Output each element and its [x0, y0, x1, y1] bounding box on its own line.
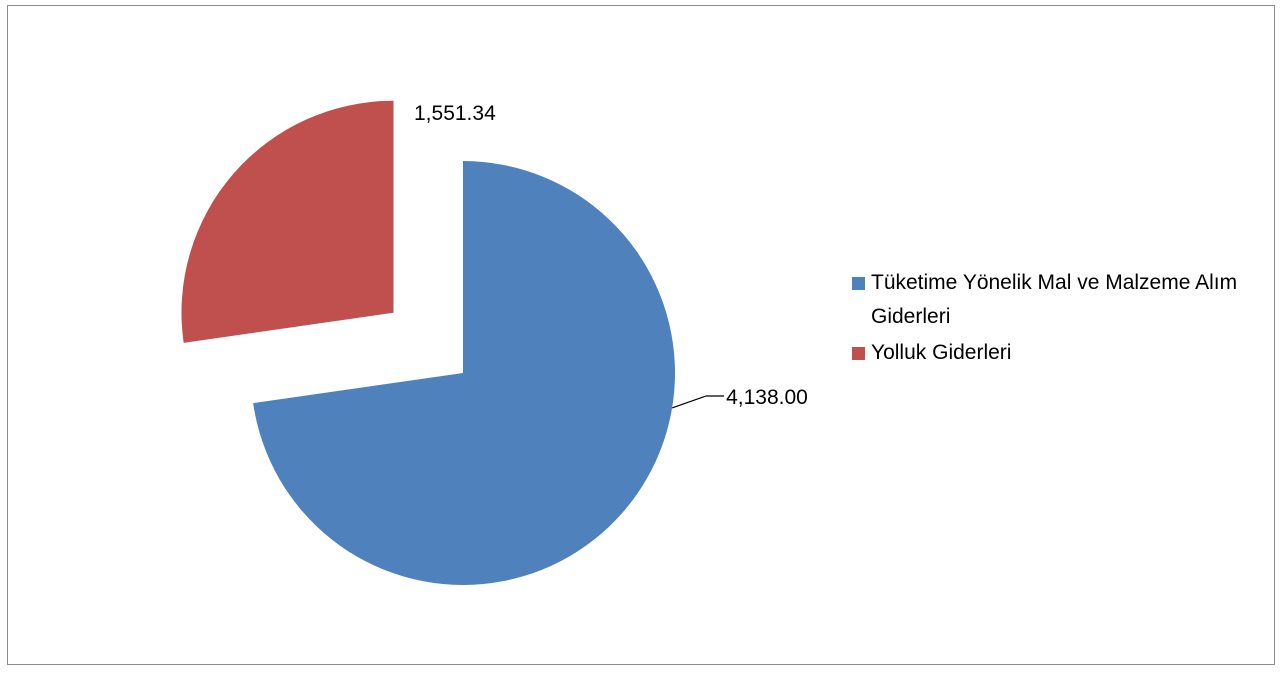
- legend-item-yolluk: Yolluk Giderleri: [852, 336, 1272, 370]
- pie-slices: [181, 100, 675, 585]
- legend-item-tuketime: Tüketime Yönelik Mal ve Malzeme Alım Gid…: [852, 266, 1272, 334]
- leader-line-tuketime: [671, 395, 725, 409]
- legend-swatch-tuketime: [852, 277, 865, 290]
- legend-swatch-yolluk: [852, 347, 865, 360]
- pie-slice-yolluk: [181, 100, 394, 343]
- legend-label-tuketime: Tüketime Yönelik Mal ve Malzeme Alım Gid…: [871, 271, 1238, 328]
- data-label-tuketime: 4,138.00: [726, 386, 808, 409]
- pie-slice-tuketime: [253, 161, 675, 585]
- data-label-yolluk: 1,551.34: [414, 102, 496, 125]
- data-labels: 4,138.00 1,551.34: [414, 102, 808, 409]
- legend: Tüketime Yönelik Mal ve Malzeme Alım Gid…: [852, 266, 1272, 372]
- legend-label-yolluk: Yolluk Giderleri: [871, 341, 1012, 364]
